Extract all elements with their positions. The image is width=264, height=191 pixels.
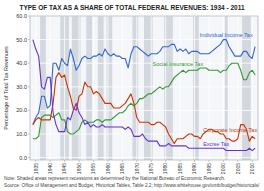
x-tick-label: 1965 <box>119 163 125 174</box>
series-line <box>33 73 255 144</box>
series-label: Corporate Income Tax <box>203 127 257 133</box>
recession-band <box>72 16 81 160</box>
recession-band <box>98 16 104 160</box>
y-tick-label: 0.0 <box>19 155 27 161</box>
x-tick-label: 1940 <box>47 163 53 174</box>
grid-line-x <box>165 16 166 160</box>
x-tick <box>180 160 181 162</box>
grid-line-y <box>30 86 258 87</box>
x-tick-label: 1995 <box>206 163 212 174</box>
x-tick <box>35 160 36 162</box>
y-tick-label: 60.0 <box>16 13 27 19</box>
y-tick-label: 40.0 <box>16 60 27 66</box>
x-tick <box>50 160 51 162</box>
x-tick <box>151 160 152 162</box>
x-tick <box>208 160 209 162</box>
x-tick <box>237 160 238 162</box>
x-tick-label: 1960 <box>105 163 111 174</box>
x-tick <box>136 160 137 162</box>
y-axis-label: Percentage of Total Tax Revenues <box>3 46 9 130</box>
recession-band <box>193 16 199 160</box>
x-tick <box>64 160 65 162</box>
y-tick-label: 20.0 <box>16 107 27 113</box>
x-tick <box>93 160 94 162</box>
x-tick <box>252 160 253 162</box>
x-tick <box>223 160 224 162</box>
x-tick-label: 1985 <box>177 163 183 174</box>
x-tick <box>194 160 195 162</box>
y-tick <box>28 16 30 17</box>
grid-line-x <box>194 16 195 160</box>
plot-area <box>30 16 258 160</box>
y-tick <box>28 157 30 158</box>
recession-band <box>167 16 173 160</box>
plot-group <box>30 16 258 160</box>
grid-line-x <box>151 16 152 160</box>
y-tick-label: 30.0 <box>16 84 27 90</box>
y-tick-label: 10.0 <box>16 131 27 137</box>
x-tick-label: 2010 <box>249 163 255 174</box>
x-tick-label: 2005 <box>235 163 241 174</box>
series-label: Excise Tax <box>203 141 229 147</box>
grid-line-x <box>93 16 94 160</box>
y-tick <box>28 39 30 40</box>
plot-frame <box>30 16 258 160</box>
y-tick <box>28 134 30 135</box>
y-tick <box>28 110 30 111</box>
series-line <box>33 40 255 151</box>
grid-line-x <box>79 16 80 160</box>
note: Source: Office of Management and Budget,… <box>4 183 260 188</box>
grid-line-x <box>64 16 65 160</box>
chart: 0.0 10.0 20.0 30.0 40.0 50.0 60.0 1935 1940 1945 1… <box>0 0 264 191</box>
x-tick-label: 1950 <box>76 163 82 174</box>
series-label: Social Insurance Tax <box>153 61 204 67</box>
x-tick-label: 2000 <box>220 163 226 174</box>
x-tick-label: 1975 <box>148 163 154 174</box>
x-tick <box>79 160 80 162</box>
grid-line-y <box>30 110 258 111</box>
note: Note: Shaded areas represent recessions … <box>4 176 225 181</box>
grid-line-x <box>136 16 137 160</box>
x-tick-label: 1990 <box>191 163 197 174</box>
x-tick-label: 1970 <box>134 163 140 174</box>
x-tick-label: 1980 <box>162 163 168 174</box>
y-tick <box>28 63 30 64</box>
y-tick <box>28 86 30 87</box>
recession-band <box>132 16 138 160</box>
x-tick-label: 1955 <box>90 163 96 174</box>
x-tick <box>107 160 108 162</box>
x-tick-label: 1945 <box>61 163 67 174</box>
x-tick <box>122 160 123 162</box>
x-tick <box>165 160 166 162</box>
grid-line-y <box>30 157 258 158</box>
x-tick-label: 1935 <box>33 163 39 174</box>
title: TYPE OF TAX AS A SHARE OF TOTAL FEDERAL … <box>19 4 245 11</box>
grid-line-x <box>122 16 123 160</box>
y-tick-label: 50.0 <box>16 37 27 43</box>
recession-band <box>106 16 112 160</box>
grid-line-x <box>107 16 108 160</box>
series-label: Individual Income Tax <box>200 32 253 38</box>
